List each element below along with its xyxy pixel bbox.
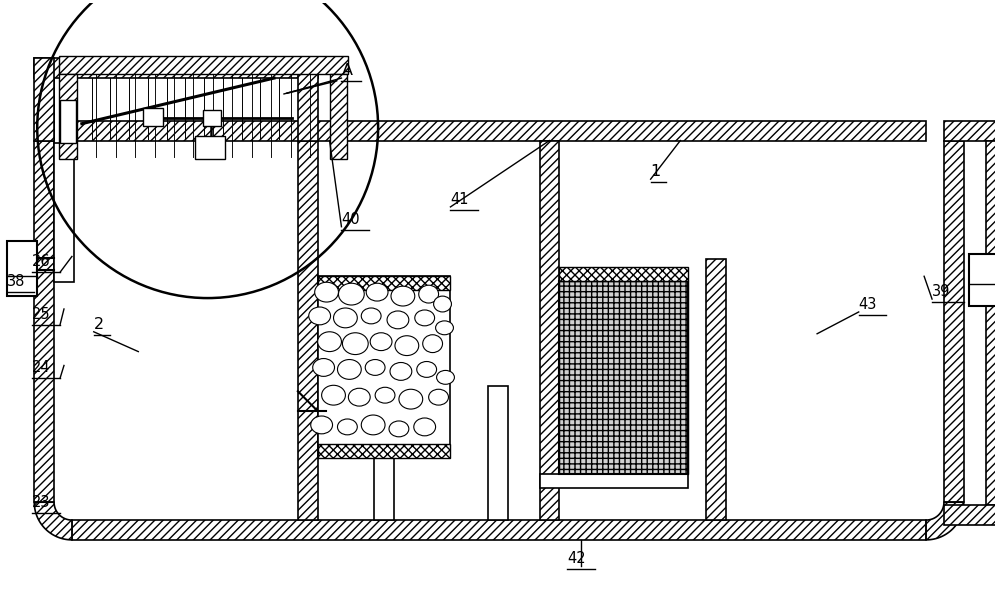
Text: 42: 42 (567, 551, 586, 565)
Text: 2: 2 (94, 317, 104, 332)
Ellipse shape (429, 389, 448, 405)
Polygon shape (34, 502, 72, 540)
Bar (559, 281, 688, 475)
Ellipse shape (313, 359, 335, 376)
Ellipse shape (387, 311, 409, 329)
Ellipse shape (337, 419, 357, 435)
Bar (944, 141, 964, 502)
Ellipse shape (338, 283, 364, 305)
Bar (318, 276, 450, 457)
Bar (986, 141, 1000, 505)
Bar (944, 121, 1000, 141)
Ellipse shape (361, 415, 385, 435)
Bar (54, 142, 74, 282)
Ellipse shape (361, 308, 381, 324)
Bar (298, 58, 318, 141)
Ellipse shape (415, 310, 435, 326)
Ellipse shape (423, 335, 443, 352)
Bar (203, 110, 221, 126)
Bar (298, 141, 318, 520)
Ellipse shape (399, 389, 423, 409)
Text: 25: 25 (32, 307, 51, 322)
Bar (540, 475, 688, 488)
Ellipse shape (437, 370, 454, 384)
Ellipse shape (315, 282, 338, 302)
Bar (969, 254, 1000, 306)
Ellipse shape (337, 360, 361, 379)
Text: 43: 43 (859, 297, 877, 312)
Bar (34, 141, 54, 502)
Bar (60, 100, 76, 144)
Bar (34, 58, 318, 78)
Polygon shape (926, 502, 964, 540)
Bar (540, 141, 559, 520)
Ellipse shape (436, 321, 453, 335)
Bar (559, 281, 688, 475)
Bar (59, 74, 77, 160)
Ellipse shape (390, 362, 412, 380)
Bar (143, 108, 163, 126)
Ellipse shape (395, 336, 419, 356)
Ellipse shape (311, 416, 333, 434)
Ellipse shape (419, 285, 439, 303)
Text: 23: 23 (32, 495, 51, 510)
Text: A: A (341, 63, 352, 78)
Bar (559, 267, 688, 281)
Bar (318, 444, 450, 457)
Bar (318, 276, 450, 290)
Ellipse shape (417, 362, 437, 378)
Text: 26: 26 (32, 254, 51, 270)
Ellipse shape (334, 308, 357, 328)
Bar (7, 241, 37, 296)
Ellipse shape (322, 386, 345, 405)
Bar (72, 121, 926, 141)
Ellipse shape (318, 332, 341, 352)
Ellipse shape (342, 333, 368, 354)
Text: 38: 38 (7, 274, 25, 289)
Bar (34, 58, 54, 141)
Text: 41: 41 (450, 192, 469, 207)
Ellipse shape (309, 307, 331, 325)
Ellipse shape (348, 388, 370, 406)
Bar (72, 520, 926, 540)
Ellipse shape (434, 296, 451, 312)
Bar (195, 136, 225, 160)
Ellipse shape (365, 360, 385, 375)
Text: 1: 1 (651, 164, 661, 179)
Bar (374, 457, 394, 520)
Text: 40: 40 (341, 212, 360, 227)
Bar (944, 505, 1000, 525)
Ellipse shape (414, 418, 436, 436)
Bar (330, 74, 347, 160)
Text: 39: 39 (932, 284, 950, 299)
Bar (488, 386, 508, 520)
Ellipse shape (366, 283, 388, 301)
Bar (706, 260, 726, 520)
Text: 24: 24 (32, 360, 51, 375)
Ellipse shape (389, 421, 409, 437)
Ellipse shape (375, 387, 395, 403)
Bar (59, 56, 348, 74)
Ellipse shape (370, 333, 392, 351)
Ellipse shape (391, 286, 415, 306)
